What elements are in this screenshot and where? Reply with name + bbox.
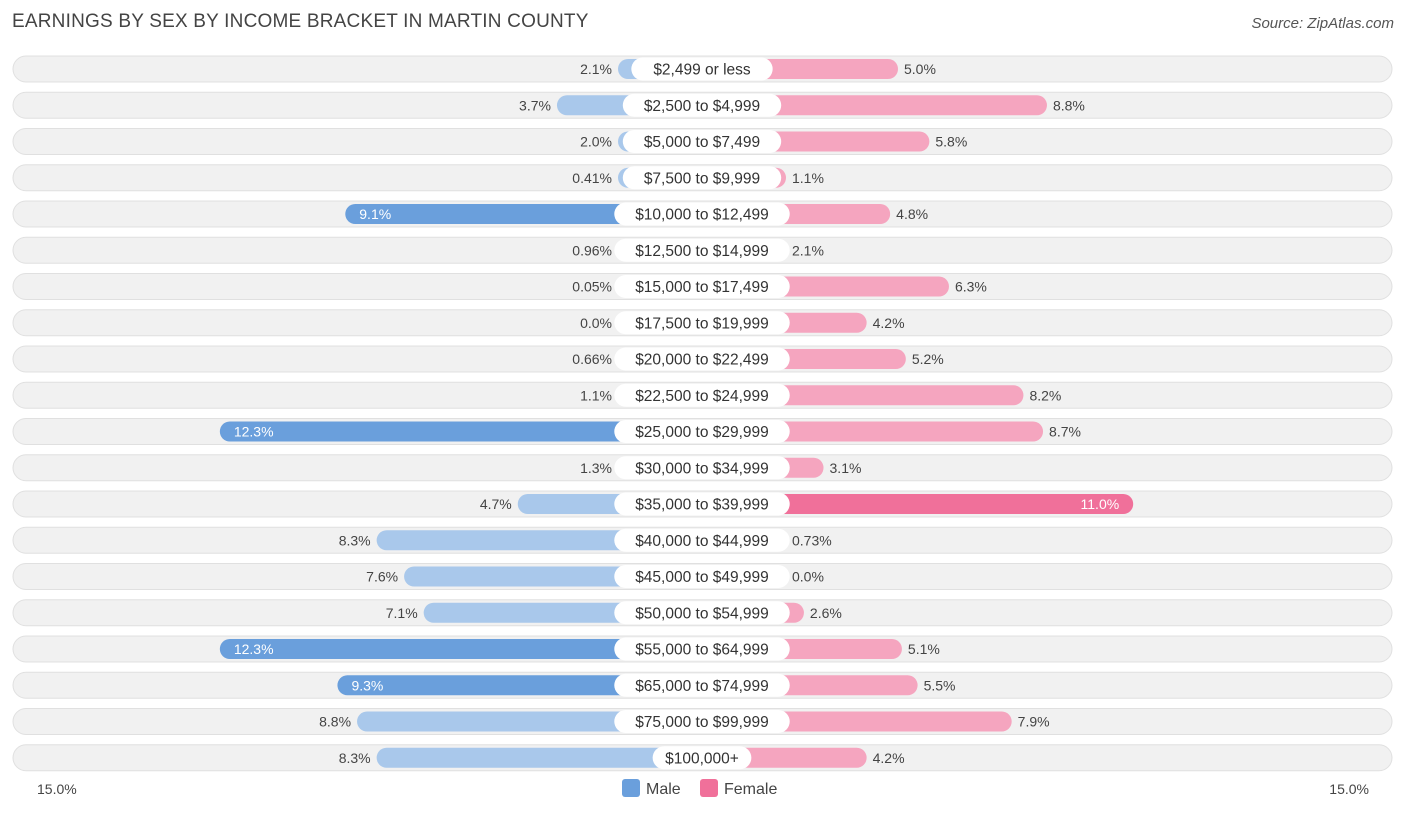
- category-label: $12,500 to $14,999: [635, 243, 769, 260]
- category-label: $30,000 to $34,999: [635, 460, 769, 477]
- female-value-label: 5.0%: [904, 61, 936, 77]
- female-value-label: 0.73%: [792, 532, 832, 548]
- male-value-label: 1.1%: [580, 387, 612, 403]
- legend-label-male: Male: [646, 781, 681, 798]
- legend-label-female: Female: [724, 781, 777, 798]
- female-value-label: 6.3%: [955, 279, 987, 295]
- category-label: $7,500 to $9,999: [644, 170, 760, 187]
- female-value-label: 11.0%: [1081, 496, 1120, 512]
- male-value-label: 7.6%: [366, 569, 398, 585]
- category-pill: [614, 710, 790, 733]
- female-value-label: 5.1%: [908, 641, 940, 657]
- male-bar[interactable]: [337, 675, 702, 696]
- female-bar[interactable]: [702, 494, 1134, 514]
- category-pill: [614, 601, 790, 625]
- category-pill: [614, 311, 790, 335]
- category-label: $15,000 to $17,499: [635, 279, 769, 296]
- male-value-label: 8.3%: [339, 532, 371, 548]
- male-value-label: 1.3%: [580, 460, 612, 476]
- category-label: $50,000 to $54,999: [635, 605, 769, 622]
- category-pill: [614, 637, 790, 661]
- axis-label-right: 15.0%: [1329, 781, 1369, 797]
- category-pill: [614, 238, 790, 262]
- male-bar[interactable]: [219, 639, 702, 659]
- male-value-label: 0.66%: [572, 351, 612, 367]
- male-value-label: 9.3%: [351, 677, 383, 693]
- male-value-label: 7.1%: [386, 605, 418, 621]
- female-value-label: 8.7%: [1049, 424, 1081, 440]
- category-pill: [652, 746, 752, 770]
- category-label: $65,000 to $74,999: [635, 678, 769, 695]
- female-value-label: 4.2%: [873, 750, 905, 766]
- female-value-label: 3.1%: [830, 460, 862, 476]
- category-pill: [622, 166, 782, 190]
- category-pill: [614, 420, 790, 443]
- male-value-label: 12.3%: [234, 641, 274, 657]
- category-pill: [622, 93, 782, 117]
- male-value-label: 0.96%: [572, 242, 612, 258]
- male-value-label: 0.41%: [572, 170, 612, 186]
- category-pill: [631, 57, 773, 81]
- category-label: $10,000 to $12,499: [635, 207, 769, 224]
- male-value-label: 3.7%: [519, 97, 551, 113]
- legend-swatch-female: [700, 779, 718, 797]
- category-pill: [614, 565, 790, 588]
- category-label: $2,500 to $4,999: [644, 98, 760, 115]
- female-value-label: 5.5%: [924, 677, 956, 693]
- female-value-label: 4.8%: [896, 206, 928, 222]
- category-pill: [614, 528, 790, 552]
- female-value-label: 5.2%: [912, 351, 944, 367]
- male-bar[interactable]: [345, 204, 702, 224]
- category-label: $17,500 to $19,999: [635, 315, 769, 332]
- axis-label-left: 15.0%: [37, 781, 77, 797]
- male-value-label: 8.3%: [339, 750, 371, 766]
- female-value-label: 5.8%: [935, 134, 967, 150]
- male-value-label: 8.8%: [319, 714, 351, 730]
- category-label: $35,000 to $39,999: [635, 497, 769, 514]
- female-value-label: 7.9%: [1018, 714, 1050, 730]
- category-label: $5,000 to $7,499: [644, 134, 760, 151]
- category-label: $20,000 to $22,499: [635, 352, 769, 369]
- male-value-label: 12.3%: [234, 424, 274, 440]
- female-value-label: 8.8%: [1053, 97, 1085, 113]
- category-pill: [614, 275, 790, 298]
- legend-swatch-male: [622, 779, 640, 797]
- category-pill: [622, 130, 782, 153]
- female-value-label: 4.2%: [873, 315, 905, 331]
- male-value-label: 0.05%: [572, 279, 612, 295]
- category-pill: [614, 202, 790, 226]
- chart-source: Source: ZipAtlas.com: [1251, 15, 1394, 32]
- category-label: $22,500 to $24,999: [635, 388, 769, 405]
- category-label: $55,000 to $64,999: [635, 642, 769, 659]
- male-value-label: 2.1%: [580, 61, 612, 77]
- female-value-label: 1.1%: [792, 170, 824, 186]
- category-label: $100,000+: [665, 750, 739, 767]
- female-value-label: 2.6%: [810, 605, 842, 621]
- category-label: $45,000 to $49,999: [635, 569, 769, 586]
- female-value-label: 2.1%: [792, 242, 824, 258]
- female-bar[interactable]: [702, 95, 1047, 116]
- category-label: $25,000 to $29,999: [635, 424, 769, 441]
- male-value-label: 4.7%: [480, 496, 512, 512]
- male-bar[interactable]: [376, 747, 702, 768]
- category-pill: [614, 456, 790, 480]
- category-pill: [614, 383, 790, 407]
- category-label: $2,499 or less: [653, 62, 751, 79]
- male-value-label: 2.0%: [580, 134, 612, 150]
- chart-title: EARNINGS BY SEX BY INCOME BRACKET IN MAR…: [12, 11, 589, 32]
- category-label: $40,000 to $44,999: [635, 533, 769, 550]
- category-label: $75,000 to $99,999: [635, 714, 769, 731]
- male-value-label: 9.1%: [359, 206, 391, 222]
- category-pill: [614, 347, 790, 371]
- male-value-label: 0.0%: [580, 315, 612, 331]
- category-pill: [614, 673, 790, 697]
- category-pill: [614, 492, 790, 516]
- female-value-label: 8.2%: [1029, 387, 1061, 403]
- female-value-label: 0.0%: [792, 569, 824, 585]
- male-bar[interactable]: [219, 421, 702, 442]
